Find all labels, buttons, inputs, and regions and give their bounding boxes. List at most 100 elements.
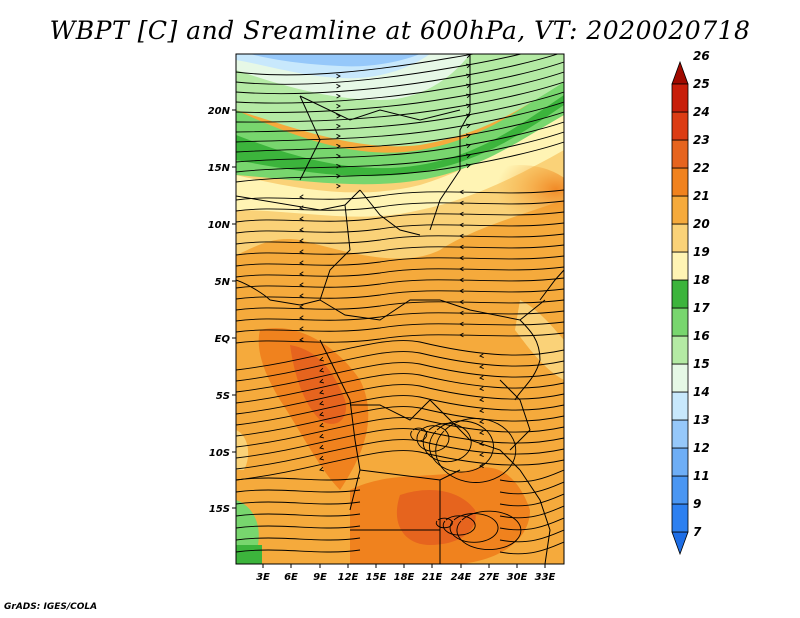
- streamline: [236, 428, 564, 459]
- lat-label-20n: 20N: [208, 106, 231, 117]
- streamline: [236, 54, 476, 76]
- streamline-arrow: [299, 194, 304, 200]
- colorbar: 7 9 11 12 13 14 15 16 17 18 19 20 21 22 23 24 25 26: [671, 49, 710, 556]
- streamline: [236, 91, 564, 133]
- streamline-arrow: [479, 408, 484, 414]
- streamline-arrow: [336, 73, 341, 79]
- streamline: [236, 450, 564, 481]
- lon-label-24e: 24E: [451, 572, 472, 583]
- streamline: [236, 131, 564, 173]
- streamline-arrow: [479, 441, 484, 447]
- colorbar-label: 11: [693, 469, 710, 483]
- streamline: [236, 489, 361, 493]
- streamline-arrow: [459, 277, 464, 283]
- streamline-arrow: [319, 444, 325, 450]
- credit-text: GrADS: IGES/COLA: [4, 602, 98, 612]
- streamline: [236, 513, 361, 517]
- streamline: [236, 71, 564, 113]
- streamline: [499, 469, 564, 483]
- streamline-arrow: [479, 430, 484, 436]
- streamline-arrow: [459, 332, 464, 338]
- axis-ticks: [232, 109, 546, 568]
- streamline-arrow: [299, 216, 304, 222]
- streamline: [236, 332, 564, 344]
- latitude-labels: 20N 15N 10N 5N EQ 5S 10S 15S: [208, 106, 231, 515]
- lon-label-6e: 6E: [284, 572, 298, 583]
- streamline: [236, 266, 564, 278]
- colorbar-label: 22: [693, 161, 710, 175]
- streamline: [236, 417, 564, 448]
- streamline: [456, 510, 522, 550]
- lon-label-12e: 12E: [338, 572, 359, 583]
- streamline: [499, 517, 564, 531]
- colorbar-label: 24: [693, 105, 710, 119]
- colorbar-label: 15: [693, 357, 710, 371]
- streamline-arrow: [479, 364, 484, 370]
- streamline-arrow: [319, 367, 325, 373]
- streamline: [442, 515, 476, 536]
- streamline: [499, 541, 564, 555]
- lon-label-30e: 30E: [507, 572, 528, 583]
- streamline-arrow: [319, 389, 325, 395]
- streamline-arrow: [299, 249, 304, 255]
- streamline-arrow: [299, 304, 304, 310]
- streamline: [236, 373, 564, 404]
- streamline-arrow: [459, 288, 464, 294]
- lon-label-9e: 9E: [313, 572, 327, 583]
- streamline: [499, 493, 564, 507]
- streamline-arrow: [459, 233, 464, 239]
- colorbar-swatch: [671, 419, 689, 449]
- streamline: [435, 418, 517, 483]
- colorbar-label: 21: [693, 189, 710, 203]
- streamline: [236, 549, 361, 553]
- streamline-arrow: [459, 310, 464, 316]
- streamline-arrow: [299, 337, 304, 343]
- streamline-arrow: [459, 299, 464, 305]
- streamline: [236, 384, 564, 415]
- streamline: [236, 61, 564, 104]
- colorbar-label: 13: [693, 413, 710, 427]
- streamline-arrow: [459, 200, 464, 206]
- colorbar-swatch: [671, 447, 689, 477]
- streamline-arrow: [465, 123, 471, 129]
- streamline-arrow: [336, 183, 341, 189]
- streamline-arrow: [479, 419, 484, 425]
- streamline: [236, 351, 564, 382]
- streamline-arrow: [479, 463, 484, 469]
- colorbar-swatch: [671, 279, 689, 309]
- streamline-arrow: [299, 260, 304, 266]
- streamline: [236, 340, 564, 371]
- streamline: [236, 362, 564, 393]
- streamline: [236, 299, 564, 311]
- streamline: [236, 54, 523, 85]
- lon-label-33e: 33E: [535, 572, 556, 583]
- streamline: [236, 525, 361, 529]
- streamline: [236, 477, 361, 481]
- streamline-arrow: [336, 103, 341, 109]
- lat-label-15s: 15S: [209, 504, 230, 515]
- streamline-arrow: [319, 422, 325, 428]
- streamline-arrow: [479, 397, 484, 403]
- streamline: [236, 54, 560, 95]
- streamline-arrow: [319, 400, 325, 406]
- streamline-arrow: [319, 455, 325, 461]
- streamline-arrow: [479, 353, 484, 359]
- streamline-arrow: [479, 375, 484, 381]
- streamline-arrow: [465, 153, 471, 159]
- colorbar-swatch: [671, 223, 689, 253]
- streamline-arrow: [459, 244, 464, 250]
- colorbar-swatch: [671, 139, 689, 169]
- colorbar-swatch: [671, 391, 689, 421]
- streamline: [435, 517, 453, 529]
- streamline-arrow: [319, 411, 325, 417]
- streamline-arrow: [319, 356, 325, 362]
- streamline-arrow: [465, 143, 471, 149]
- streamline-arrow: [465, 163, 471, 169]
- streamline-arrow: [465, 113, 471, 119]
- streamline-arrow: [319, 378, 325, 384]
- streamline-arrow: [299, 271, 304, 277]
- streamline: [236, 81, 564, 123]
- colorbar-swatch: [671, 335, 689, 365]
- lat-label-10n: 10N: [208, 220, 231, 231]
- streamline-arrow: [479, 452, 484, 458]
